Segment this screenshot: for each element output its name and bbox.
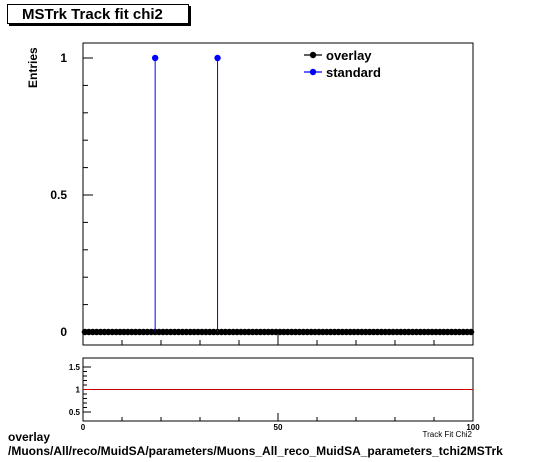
- ratio-y-tick-label: 0.5: [69, 408, 81, 417]
- y-tick-label: 0: [60, 325, 67, 339]
- y-axis-label: Entries: [26, 47, 40, 88]
- ratio-x-tick-label: 100: [466, 423, 480, 432]
- y-tick-label: 1: [60, 51, 67, 65]
- x-axis-label: Track Fit Chi2: [423, 430, 473, 439]
- legend: overlay standard: [304, 48, 381, 80]
- caption-line-2: /Muons/All/reco/MuidSA/parameters/Muons_…: [8, 444, 503, 458]
- ratio-y-tick-label: 1.5: [69, 363, 81, 372]
- ratio-x-axis: 0 50 100: [81, 413, 480, 432]
- chart-title: MSTrk Track fit chi2: [7, 4, 189, 24]
- legend-marker: [309, 68, 317, 76]
- data-point: [151, 54, 159, 62]
- main-plot-frame: [82, 42, 474, 346]
- y-tick-label: 0.5: [50, 188, 67, 202]
- ratio-y-axis: 0.5 1 1.5: [69, 363, 91, 417]
- main-series-layer: [81, 54, 475, 336]
- main-y-axis: 00.51: [50, 51, 93, 339]
- legend-label: standard: [326, 65, 381, 80]
- figure-caption: overlay /Muons/All/reco/MuidSA/parameter…: [8, 430, 503, 458]
- ratio-x-tick-label: 0: [81, 423, 86, 432]
- main-x-axis: [82, 335, 474, 345]
- caption-line-1: overlay: [8, 430, 51, 444]
- ratio-y-tick-label: 1: [76, 386, 81, 395]
- data-point: [214, 54, 221, 62]
- ratio-x-tick-label: 50: [274, 423, 283, 432]
- legend-marker: [309, 51, 317, 59]
- legend-label: overlay: [326, 48, 372, 63]
- data-point: [467, 328, 475, 336]
